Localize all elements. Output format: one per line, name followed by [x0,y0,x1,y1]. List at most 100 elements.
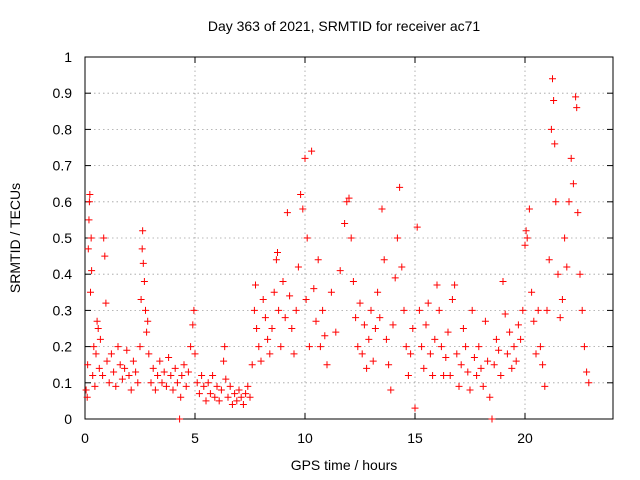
data-point [565,198,573,206]
data-point [206,390,214,398]
data-point [102,299,110,307]
data-point [257,357,265,365]
data-point [459,325,467,332]
data-point [321,332,329,340]
data-point [433,281,441,289]
data-point [444,328,452,336]
y-tick-label: 0.8 [53,121,73,137]
data-point [259,296,267,304]
y-tick-label: 0 [64,411,72,427]
data-point [495,346,503,354]
data-point [305,343,313,351]
data-point [239,401,247,409]
data-point [101,252,109,260]
data-point [354,343,362,351]
data-point [167,372,175,380]
data-point [139,259,147,267]
data-point [231,390,239,398]
data-point [547,125,555,133]
y-tick-label: 0.5 [53,230,73,246]
data-point [486,393,494,401]
data-point [442,353,450,361]
data-point [367,306,375,314]
data-point [129,357,137,365]
data-point [585,379,593,387]
chart-title: Day 363 of 2021, SRMTID for receiver ac7… [208,18,481,34]
data-point [415,306,423,314]
data-point [93,317,101,325]
data-point [457,361,465,369]
data-point [360,321,368,329]
data-point [429,372,437,380]
data-point [525,205,533,213]
data-point [363,364,371,372]
data-point [369,357,377,365]
data-point [418,343,426,351]
data-point [275,306,283,314]
data-point [393,234,401,242]
data-point [154,372,162,380]
data-point [336,267,344,275]
data-point [162,382,170,390]
data-point [96,335,104,343]
data-point [294,263,302,271]
data-point [528,288,536,296]
data-point [143,328,151,336]
data-point [488,415,496,423]
data-point [222,375,230,383]
data-point [158,379,166,387]
data-point [177,393,185,401]
data-point [312,317,320,325]
data-point [297,191,305,199]
data-point [202,397,210,405]
data-point [283,209,291,217]
data-point [468,306,476,314]
data-point [308,147,316,155]
data-point [569,180,577,188]
data-point [437,343,445,351]
data-point [580,343,588,351]
data-point [83,393,91,401]
data-point [402,343,410,351]
data-point [497,372,505,380]
data-point [169,386,177,394]
data-point [190,306,198,314]
data-point [365,335,373,343]
data-point [536,343,544,351]
data-point [87,234,95,242]
data-point [107,350,115,358]
data-point [549,75,556,83]
y-tick-label: 1 [64,49,72,65]
data-point [319,306,327,314]
data-point [173,379,181,387]
data-point [136,343,144,351]
data-point [341,220,349,228]
data-point [252,281,259,289]
data-point [347,234,355,242]
data-point [89,372,97,380]
data-point [374,288,382,296]
data-point [398,263,406,271]
data-point [510,343,518,351]
data-point [506,328,514,336]
data-point [448,296,456,304]
data-point [142,306,149,314]
data-point [466,386,474,394]
data-point [522,227,530,235]
y-tick-label: 0.3 [53,302,73,318]
data-point [290,350,298,358]
data-point [266,350,274,358]
data-point [550,96,558,104]
data-points [82,75,593,423]
data-point [261,314,269,322]
data-point [281,314,289,322]
data-point [92,350,100,358]
data-point [517,335,525,343]
data-point [349,277,357,285]
data-point [268,325,276,332]
data-point [352,314,360,322]
data-point [301,154,309,162]
data-point [396,183,404,191]
data-point [237,393,245,401]
data-point [323,361,331,369]
